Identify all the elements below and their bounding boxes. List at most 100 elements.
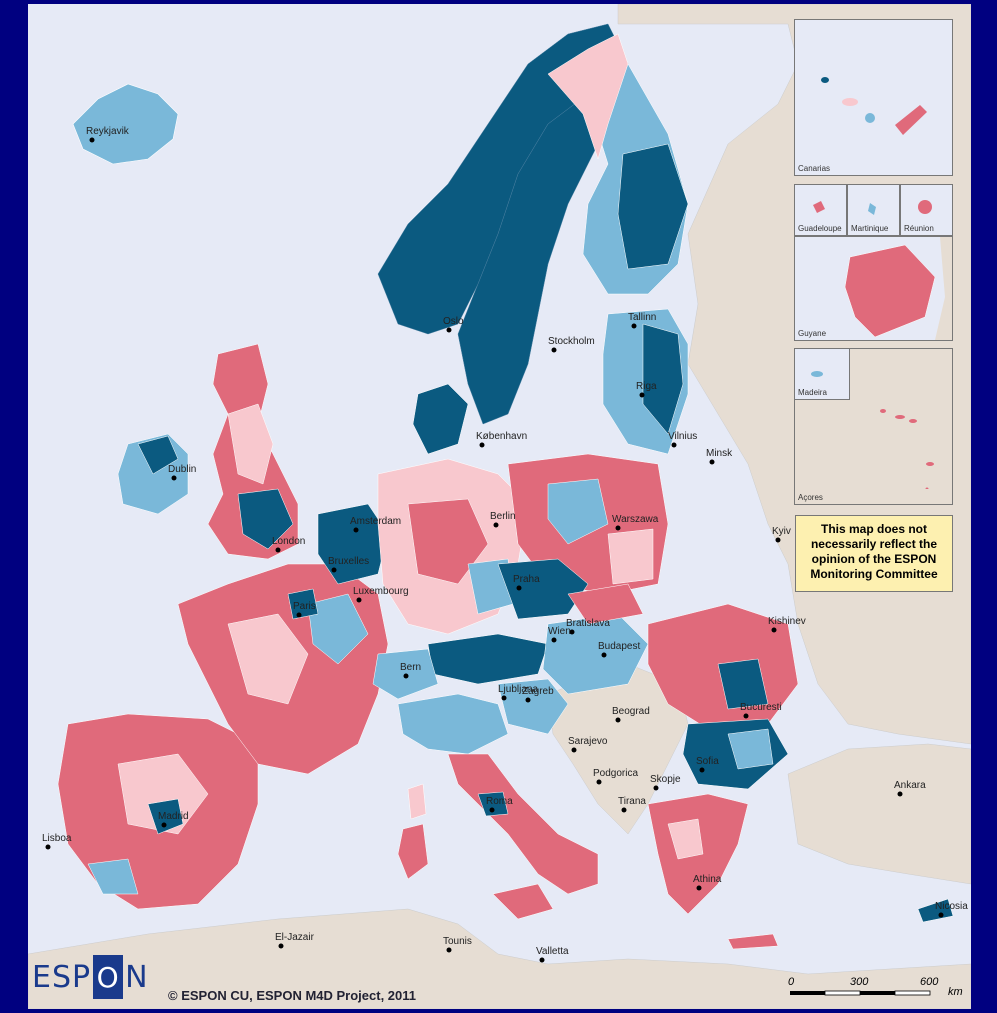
inset-label-acores: Açores: [798, 493, 823, 502]
turkey-land: [787, 743, 971, 885]
inset-martinique: Martinique: [847, 184, 900, 236]
city-bern: Bern: [400, 662, 421, 679]
city-london: London: [272, 536, 305, 553]
scale-tick-300: 300: [850, 976, 869, 988]
inset-guyane: Guyane: [794, 236, 953, 341]
inset-label-guyane: Guyane: [798, 329, 827, 338]
iceland: [72, 83, 179, 165]
city-dot: [489, 807, 495, 813]
city-warszawa: Warszawa: [612, 514, 659, 531]
city-zagreb: Zagreb: [522, 686, 554, 703]
uk-blue: [237, 488, 294, 550]
city-ljubljana: Ljubljana: [498, 684, 538, 701]
city-podgorica: Podgorica: [593, 768, 638, 785]
city-label: Minsk: [706, 448, 733, 459]
city-budapest: Budapest: [598, 641, 640, 658]
austria: [427, 633, 549, 685]
city-reykjavik: Reykjavik: [86, 126, 130, 143]
city-label: Bucuresti: [740, 702, 782, 713]
city-dot: [403, 673, 409, 679]
sardinia: [397, 823, 429, 880]
city-sofia: Sofia: [696, 756, 719, 773]
city-oslo: Oslo: [443, 316, 464, 333]
city-kbenhavn: København: [476, 431, 527, 448]
city-skopje: Skopje: [650, 774, 681, 791]
greece-light: [667, 818, 704, 860]
city-dot: [743, 713, 749, 719]
scale-tick-600: 600: [920, 976, 939, 988]
ireland-dark: [137, 435, 179, 475]
north-africa: [28, 908, 971, 1009]
sicily: [492, 883, 554, 920]
city-dot: [639, 392, 645, 398]
city-roma: Roma: [486, 796, 513, 813]
city-label: Roma: [486, 796, 513, 807]
inset-label-martinique: Martinique: [851, 224, 889, 233]
city-dot: [89, 137, 95, 143]
city-label: Lisboa: [42, 833, 72, 844]
city-dot: [571, 747, 577, 753]
city-dot: [539, 957, 545, 963]
city-label: Podgorica: [593, 768, 638, 779]
city-label: London: [272, 536, 305, 547]
city-label: Wien: [548, 626, 571, 637]
city-dot: [709, 459, 715, 465]
city-beograd: Beograd: [612, 706, 650, 723]
corsica: [407, 783, 427, 820]
paris-region: [287, 588, 319, 620]
city-label: Bratislava: [566, 618, 610, 629]
poland-blue: [547, 478, 609, 545]
city-paris: Paris: [293, 601, 316, 618]
baltics-dark: [642, 323, 684, 435]
city-label: Valletta: [536, 946, 569, 957]
sweden: [457, 93, 599, 425]
city-dot: [671, 442, 677, 448]
city-sarajevo: Sarajevo: [568, 736, 608, 753]
city-nicosia: Nicosia: [935, 901, 968, 918]
city-athina: Athina: [693, 874, 722, 891]
city-wien: Wien: [548, 626, 571, 643]
city-label: København: [476, 431, 527, 442]
city-label: Skopje: [650, 774, 681, 785]
city-dot: [569, 629, 575, 635]
city-label: Stockholm: [548, 336, 595, 347]
crete: [727, 933, 779, 950]
city-lisboa: Lisboa: [42, 833, 72, 850]
city-dot: [525, 697, 531, 703]
city-label: Ankara: [894, 780, 926, 791]
city-label: Warszawa: [612, 514, 659, 525]
copyright-text: © ESPON CU, ESPON M4D Project, 2011: [168, 988, 416, 1003]
city-dot: [621, 807, 627, 813]
inset-acores: Açores: [794, 348, 953, 505]
city-dot: [699, 767, 705, 773]
city-dot: [275, 547, 281, 553]
city-label: Reykjavik: [86, 126, 130, 137]
slovenia-croatia: [497, 678, 569, 735]
scale-bar: 0 300 600 km: [786, 973, 976, 1009]
city-tirana: Tirana: [618, 796, 646, 813]
city-label: Nicosia: [935, 901, 968, 912]
city-dot: [278, 943, 284, 949]
inset-canarias: Canarias: [794, 19, 953, 176]
city-markers: Reykjavik Oslo Stockholm Tallinn Riga Vilnius…: [42, 126, 968, 963]
inset-madeira: Madeira: [794, 348, 850, 400]
uk-light: [227, 403, 274, 485]
city-berlin: Berlin: [490, 511, 516, 528]
city-label: Praha: [513, 574, 540, 585]
city-label: Amsterdam: [350, 516, 401, 527]
city-dot: [615, 525, 621, 531]
city-praha: Praha: [513, 574, 540, 591]
city-label: El-Jazair: [275, 932, 315, 943]
city-riga: Riga: [636, 381, 657, 398]
city-dot: [775, 537, 781, 543]
scale-tick-0: 0: [788, 976, 795, 988]
city-label: Kishinev: [768, 616, 806, 627]
city-bruxelles: Bruxelles: [328, 556, 369, 573]
city-label: Dublin: [168, 464, 196, 475]
inset-reunion: Réunion: [900, 184, 953, 236]
city-label: Luxembourg: [353, 586, 409, 597]
city-dot: [615, 717, 621, 723]
city-dot: [551, 637, 557, 643]
bulgaria-light: [727, 728, 774, 770]
